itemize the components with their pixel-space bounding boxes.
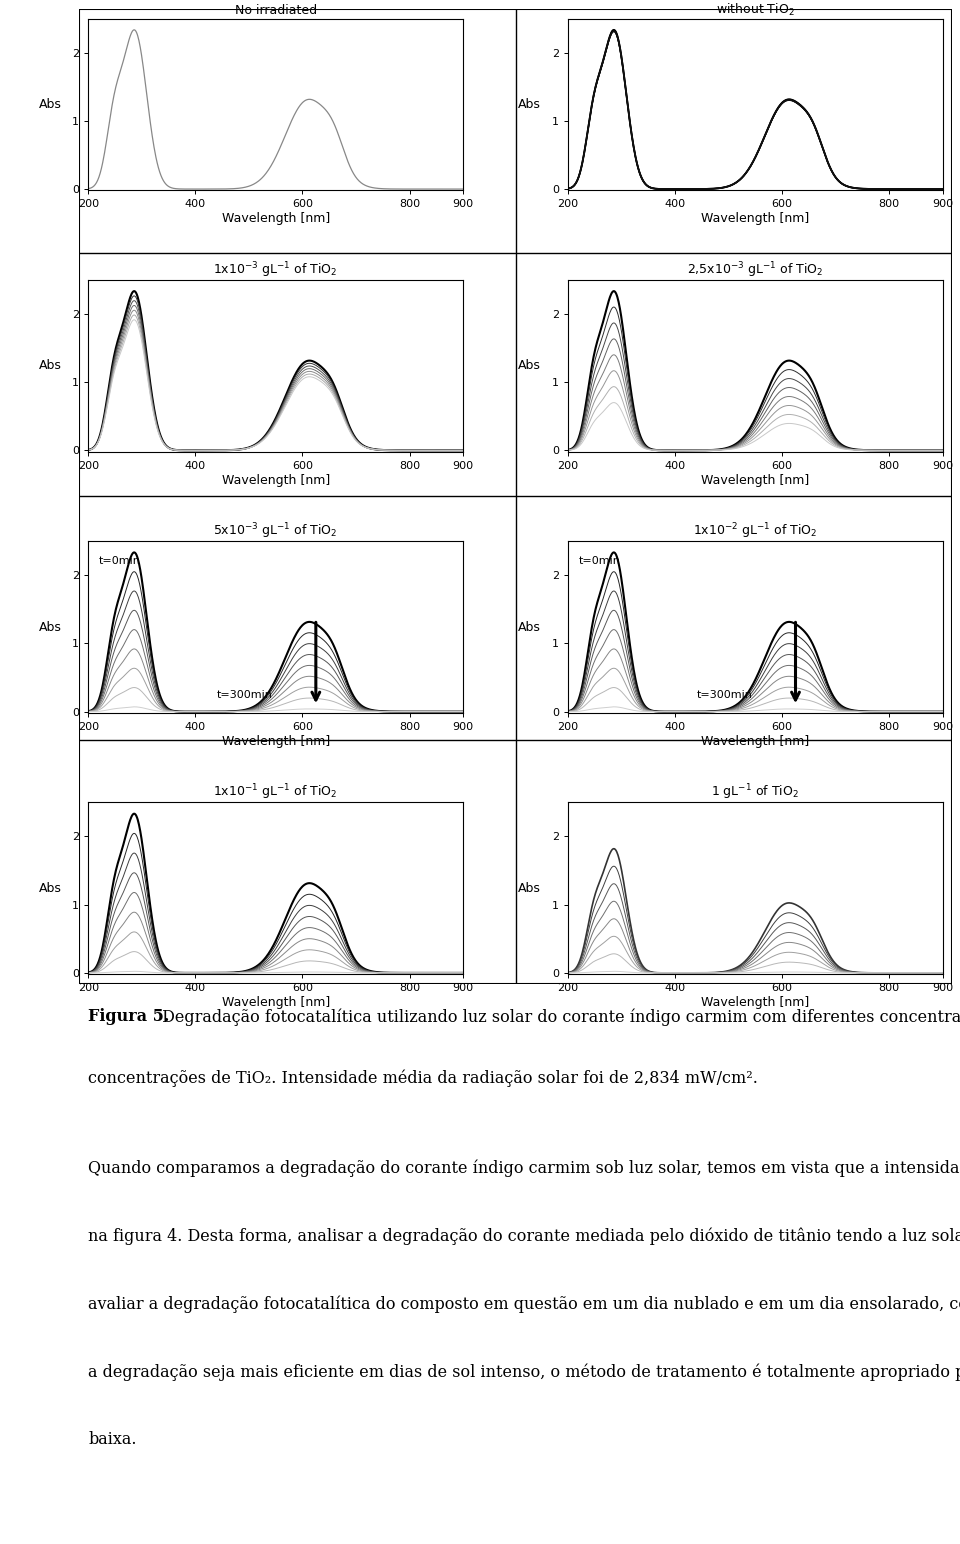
Y-axis label: Abs: Abs — [38, 882, 61, 896]
Title: 5x10$^{-3}$ gL$^{-1}$ of TiO$_2$: 5x10$^{-3}$ gL$^{-1}$ of TiO$_2$ — [213, 522, 338, 540]
Title: 1x10$^{-1}$ gL$^{-1}$ of TiO$_2$: 1x10$^{-1}$ gL$^{-1}$ of TiO$_2$ — [213, 783, 338, 803]
X-axis label: Wavelength [nm]: Wavelength [nm] — [701, 735, 809, 747]
X-axis label: Wavelength [nm]: Wavelength [nm] — [701, 212, 809, 225]
Y-axis label: Abs: Abs — [518, 360, 541, 372]
Y-axis label: Abs: Abs — [38, 97, 61, 111]
X-axis label: Wavelength [nm]: Wavelength [nm] — [701, 474, 809, 486]
Text: a degradação seja mais eficiente em dias de sol intenso, o método de tratamento : a degradação seja mais eficiente em dias… — [88, 1363, 960, 1380]
Title: No irradiated: No irradiated — [234, 5, 317, 17]
Title: 1x10$^{-2}$ gL$^{-1}$ of TiO$_2$: 1x10$^{-2}$ gL$^{-1}$ of TiO$_2$ — [693, 522, 818, 540]
Title: 2,5x10$^{-3}$ gL$^{-1}$ of TiO$_2$: 2,5x10$^{-3}$ gL$^{-1}$ of TiO$_2$ — [687, 261, 824, 279]
Text: Figura 5.: Figura 5. — [88, 1008, 170, 1025]
Text: t=0min: t=0min — [579, 556, 620, 567]
Y-axis label: Abs: Abs — [518, 621, 541, 633]
Y-axis label: Abs: Abs — [518, 882, 541, 896]
Y-axis label: Abs: Abs — [38, 621, 61, 633]
X-axis label: Wavelength [nm]: Wavelength [nm] — [222, 212, 330, 225]
Text: t=0min: t=0min — [99, 556, 141, 567]
Text: na figura 4. Desta forma, analisar a degradação do corante mediada pelo dióxido : na figura 4. Desta forma, analisar a deg… — [88, 1227, 960, 1244]
X-axis label: Wavelength [nm]: Wavelength [nm] — [701, 996, 809, 1010]
Text: baixa.: baixa. — [88, 1431, 137, 1448]
X-axis label: Wavelength [nm]: Wavelength [nm] — [222, 996, 330, 1010]
Title: without TiO$_2$: without TiO$_2$ — [716, 3, 795, 19]
Text: t=300min: t=300min — [696, 690, 753, 699]
X-axis label: Wavelength [nm]: Wavelength [nm] — [222, 474, 330, 486]
Y-axis label: Abs: Abs — [38, 360, 61, 372]
Title: 1 gL$^{-1}$ of TiO$_2$: 1 gL$^{-1}$ of TiO$_2$ — [711, 783, 800, 803]
Text: avaliar a degradação fotocatalítica do composto em questão em um dia nublado e e: avaliar a degradação fotocatalítica do c… — [88, 1295, 960, 1312]
Text: Degradação fotocatalítica utilizando luz solar do corante índigo carmim com dife: Degradação fotocatalítica utilizando luz… — [157, 1008, 960, 1025]
Text: Quando comparamos a degradação do corante índigo carmim sob luz solar, temos em : Quando comparamos a degradação do corant… — [88, 1160, 960, 1177]
Text: concentrações de TiO₂. Intensidade média da radiação solar foi de 2,834 mW/cm².: concentrações de TiO₂. Intensidade média… — [88, 1070, 758, 1087]
Y-axis label: Abs: Abs — [518, 97, 541, 111]
X-axis label: Wavelength [nm]: Wavelength [nm] — [222, 735, 330, 747]
Text: t=300min: t=300min — [217, 690, 273, 699]
Title: 1x10$^{-3}$ gL$^{-1}$ of TiO$_2$: 1x10$^{-3}$ gL$^{-1}$ of TiO$_2$ — [213, 261, 338, 279]
